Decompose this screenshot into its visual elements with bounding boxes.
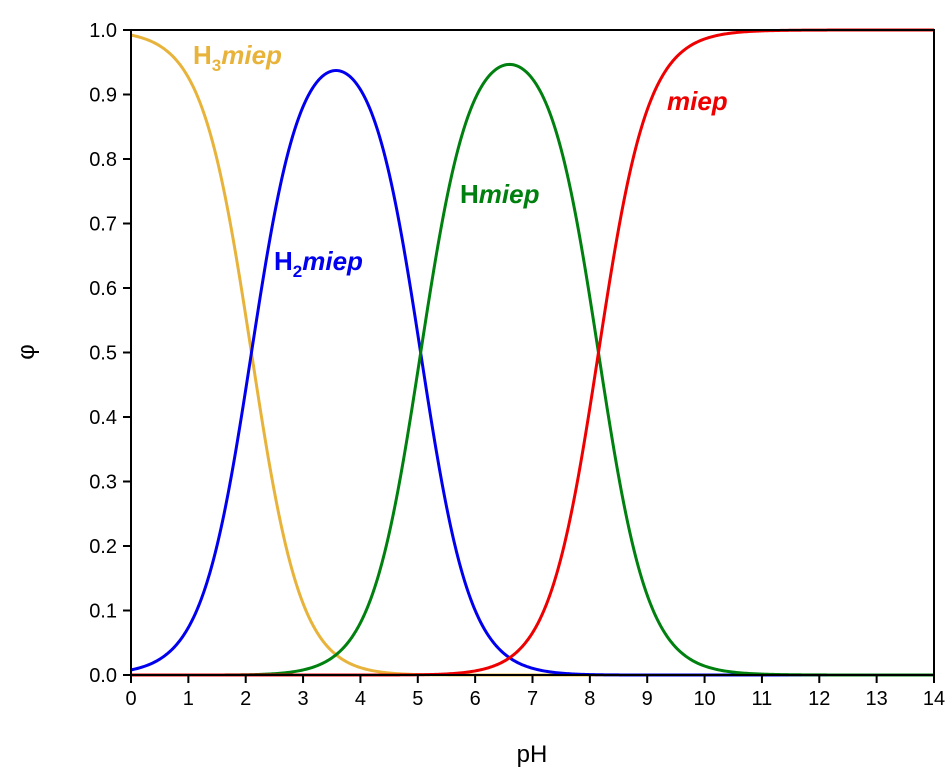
- x-tick-label: 2: [240, 688, 251, 710]
- x-tick-label: 9: [642, 688, 653, 710]
- x-tick-label: 8: [584, 688, 595, 710]
- x-tick-label: 0: [125, 688, 136, 710]
- x-tick-label: 5: [412, 688, 423, 710]
- x-tick-label: 4: [355, 688, 366, 710]
- y-tick-label: 0.0: [89, 665, 117, 687]
- x-tick-label: 10: [693, 688, 715, 710]
- y-tick-label: 1.0: [89, 20, 117, 42]
- series-label-hmiep: Hmiep: [460, 179, 540, 209]
- series-label-h3miep-ital: miep: [221, 40, 282, 70]
- x-tick-label: 11: [752, 688, 773, 710]
- series-label-h2miep-main: H: [274, 246, 293, 276]
- series-label-h2miep-ital: miep: [302, 246, 363, 276]
- y-axis-title: φ: [13, 344, 40, 360]
- series-label-h3miep: H3miep: [193, 40, 282, 75]
- y-tick-label: 0.1: [89, 601, 117, 623]
- series-label-h2miep-sub: 2: [293, 262, 302, 281]
- y-tick-label: 0.8: [89, 149, 117, 171]
- x-axis-ticks: 0 1 2 3 4 5 6 7 8 9 10 11 12 13 14: [125, 675, 945, 710]
- x-tick-label: 3: [298, 688, 309, 710]
- series-label-hmiep-ital: miep: [479, 179, 540, 209]
- y-tick-label: 0.2: [89, 536, 117, 558]
- series-label-miep: miep: [667, 86, 728, 116]
- x-tick-label: 1: [183, 688, 194, 710]
- series-label-h3miep-main: H: [193, 40, 212, 70]
- series-label-h3miep-sub: 3: [212, 56, 221, 75]
- y-axis-ticks: 0.0 0.1 0.2 0.3 0.4 0.5 0.6 0.7 0.8 0.9 1.0: [89, 20, 131, 687]
- series-label-h2miep: H2miep: [274, 246, 363, 281]
- x-axis-title: pH: [517, 741, 548, 768]
- series-label-hmiep-main: H: [460, 179, 479, 209]
- x-tick-label: 6: [470, 688, 481, 710]
- series-line-hmiep: [131, 62, 934, 677]
- series-line-h2miep: [130, 68, 934, 677]
- series-label-miep-ital: miep: [667, 86, 728, 116]
- y-tick-label: 0.7: [89, 214, 117, 236]
- y-tick-label: 0.9: [89, 85, 117, 107]
- y-tick-label: 0.6: [89, 278, 117, 300]
- y-tick-label: 0.3: [89, 472, 117, 494]
- y-tick-label: 0.5: [89, 343, 117, 365]
- series-curves: [130, 28, 934, 677]
- x-tick-label: 7: [527, 688, 538, 710]
- x-tick-label: 13: [866, 688, 888, 710]
- x-tick-label: 12: [808, 688, 830, 710]
- y-tick-label: 0.4: [89, 407, 117, 429]
- x-tick-label: 14: [923, 688, 945, 710]
